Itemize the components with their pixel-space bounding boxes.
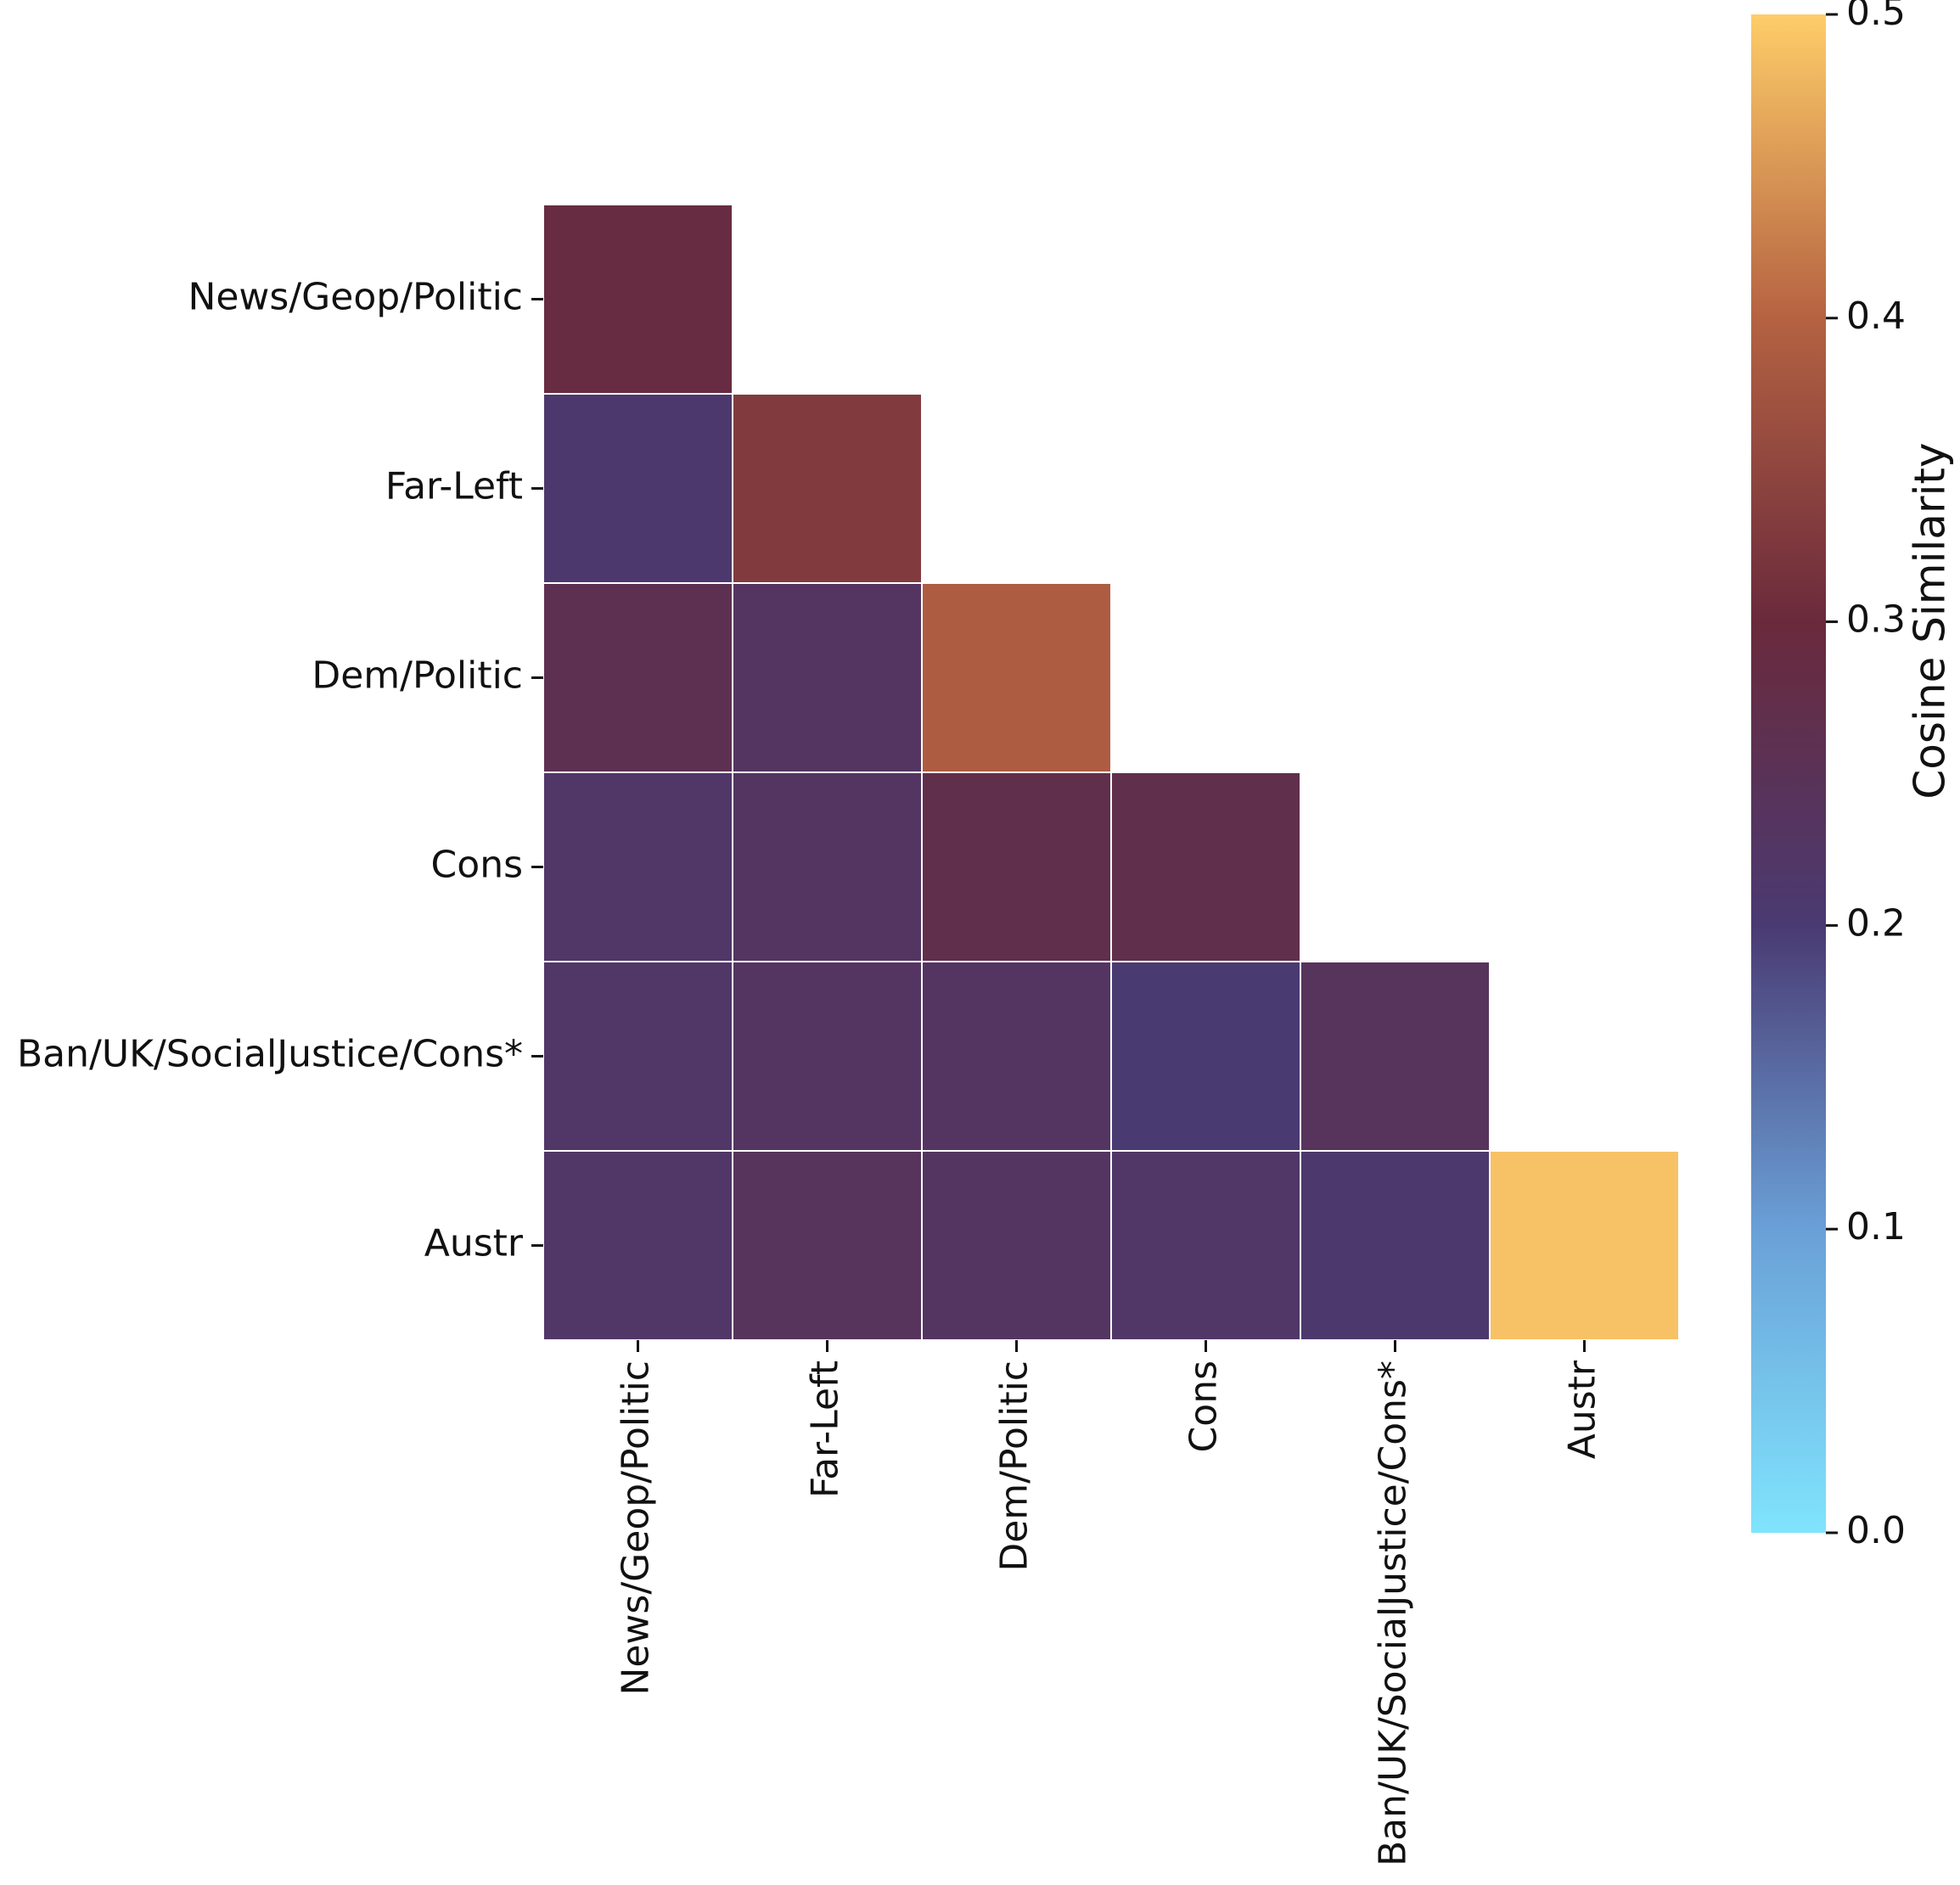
heatmap-cell: [1110, 961, 1301, 1152]
heatmap-cell: [542, 582, 733, 773]
heatmap-cell: [732, 961, 923, 1152]
heatmap-cell: [542, 771, 733, 962]
y-tick-label: Cons: [431, 844, 523, 887]
y-tick-label: Ban/UK/SocialJustice/Cons*: [17, 1033, 523, 1076]
colorbar-label: Cosine Similarity: [1906, 442, 1955, 799]
colorbar-gradient: [1751, 14, 1826, 1533]
colorbar-tick-label: 0.4: [1846, 295, 1906, 338]
x-tick-label: Austr: [1561, 1360, 1604, 1459]
colorbar-tick-label: 0.5: [1846, 0, 1906, 34]
heatmap-cell: [1300, 1150, 1491, 1341]
x-tick-label: Dem/Politic: [993, 1360, 1036, 1572]
colorbar-tick-label: 0.1: [1846, 1205, 1906, 1248]
heatmap-cell: [542, 393, 733, 584]
y-tick-label: Austr: [424, 1222, 524, 1265]
heatmap-cell: [542, 1150, 733, 1341]
y-tick-label: Far-Left: [385, 465, 523, 508]
colorbar-tick-label: 0.3: [1846, 598, 1906, 642]
heatmap-cell: [1489, 1150, 1680, 1341]
heatmap-cell: [921, 582, 1112, 773]
colorbar-tick-label: 0.0: [1846, 1509, 1906, 1552]
heatmap-cell: [921, 1150, 1112, 1341]
heatmap-cell: [732, 771, 923, 962]
x-tick-label: Ban/UK/SocialJustice/Cons*: [1372, 1360, 1415, 1866]
heatmap-cell: [732, 582, 923, 773]
y-tick-label: News/Geop/Politic: [188, 276, 523, 319]
heatmap-cell: [542, 204, 733, 395]
heatmap-cells: [542, 204, 1680, 1341]
y-tick-label: Dem/Politic: [312, 654, 523, 698]
x-tick-label: Cons: [1182, 1360, 1226, 1452]
x-axis: News/Geop/Politic Far-Left Dem/Politic Cons…: [615, 1340, 1604, 1866]
heatmap-cell: [1110, 771, 1301, 962]
colorbar-ticks: 0.0 0.1 0.2 0.3 0.4 0.5: [1826, 0, 1906, 1552]
heatmap-cell: [921, 771, 1112, 962]
heatmap-cell: [732, 1150, 923, 1341]
colorbar-tick-label: 0.2: [1846, 901, 1906, 945]
heatmap-cell: [1110, 1150, 1301, 1341]
heatmap-cell: [1300, 961, 1491, 1152]
heatmap-cell: [921, 961, 1112, 1152]
colorbar: 0.0 0.1 0.2 0.3 0.4 0.5 Cosine Similarity: [1751, 0, 1955, 1552]
x-tick-label: News/Geop/Politic: [615, 1360, 658, 1696]
heatmap-cell: [732, 393, 923, 584]
heatmap-cell: [542, 961, 733, 1152]
y-axis: News/Geop/Politic Far-Left Dem/Politic Cons…: [17, 276, 543, 1265]
x-tick-label: Far-Left: [804, 1360, 847, 1498]
